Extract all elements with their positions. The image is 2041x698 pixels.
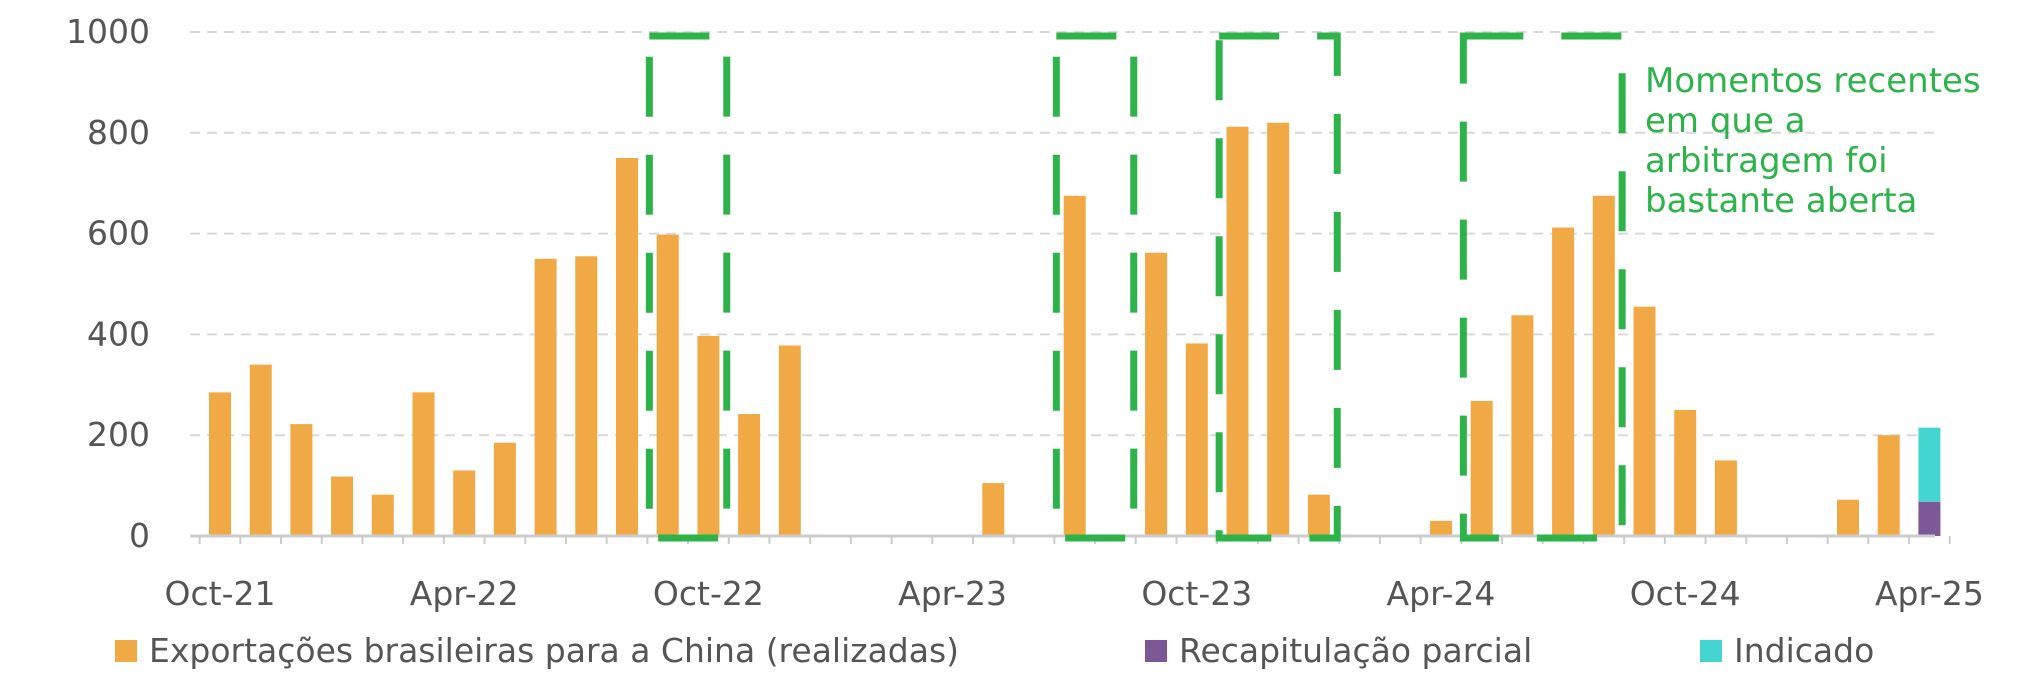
bar-feb-22-series-0 (371, 494, 394, 536)
bar-dec-21-series-0 (290, 424, 313, 536)
bar-may-22-series-0 (493, 442, 516, 536)
bar-dec-22-series-0 (778, 345, 801, 536)
bars-layer (209, 122, 1941, 537)
x-tick-label: Apr-25 (1875, 574, 1984, 613)
bar-feb-25-series-0 (1837, 499, 1859, 536)
bar-nov-23-series-0 (1226, 126, 1249, 536)
y-tick-label: 400 (87, 314, 150, 353)
highlight-box (1215, 32, 1341, 542)
y-tick-label: 0 (129, 516, 150, 555)
highlight-box (1052, 32, 1138, 542)
bar-mar-25-series-0 (1877, 435, 1900, 536)
x-tick-label: Apr-24 (1387, 574, 1496, 613)
bar-aug-24-series-0 (1592, 195, 1615, 537)
bar-sep-23-series-0 (1145, 252, 1168, 536)
bar-jun-22-series-0 (534, 258, 557, 536)
bar-sep-24-series-0 (1633, 306, 1656, 536)
y-tick-label: 800 (87, 113, 150, 152)
bar-oct-21-series-0 (209, 392, 231, 536)
bar-sep-22-series-0 (656, 234, 679, 536)
legend-label: Indicado (1734, 631, 1874, 670)
x-tick-label: Apr-23 (898, 574, 1007, 613)
bar-jun-24-series-0 (1511, 315, 1534, 536)
x-tick-label: Apr-22 (410, 574, 519, 613)
bar-jan-22-series-0 (331, 476, 354, 536)
bar-apr-24-series-0 (1430, 520, 1452, 536)
legend-swatch (115, 640, 137, 662)
bar-nov-22-series-0 (738, 414, 761, 536)
bar-jul-22-series-0 (575, 256, 598, 536)
highlight-box (645, 32, 731, 542)
bar-jan-24-series-0 (1307, 494, 1330, 536)
bar-mar-22-series-0 (412, 392, 435, 536)
bar-aug-22-series-0 (616, 158, 638, 536)
x-tick-label: Oct-24 (1630, 574, 1741, 613)
bar-apr-22-series-0 (453, 470, 476, 536)
axis-layer: 0 200 400 600 800 1000 Oct-21 Apr-22 Oct-22 Apr-2… (66, 12, 1984, 613)
bar-apr-25-series-2 (1918, 427, 1941, 502)
bar-apr-25-series-1 (1918, 501, 1941, 536)
legend-label: Exportações brasileiras para a China (re… (149, 631, 959, 670)
legend-swatch (1145, 640, 1167, 662)
annotation-line: bastante aberta (1645, 181, 1917, 221)
bar-oct-23-series-0 (1185, 343, 1208, 536)
x-tick-label: Oct-22 (653, 574, 764, 613)
bar-may-23-series-0 (982, 483, 1005, 536)
bar-jul-24-series-0 (1552, 227, 1575, 536)
bar-nov-21-series-0 (249, 364, 272, 536)
bar-oct-24-series-0 (1674, 410, 1697, 536)
bar-may-24-series-0 (1470, 400, 1493, 536)
y-tick-label: 600 (87, 214, 150, 253)
x-tick-label: Oct-21 (165, 574, 276, 613)
annotation-line: Momentos recentes (1645, 61, 1981, 101)
highlight-box (1459, 32, 1626, 542)
bar-nov-24-series-0 (1714, 460, 1737, 536)
legend-swatch (1700, 640, 1722, 662)
y-tick-label: 1000 (66, 12, 150, 51)
annotation-line: em que a (1645, 101, 1806, 141)
legend-layer: Exportações brasileiras para a China (re… (115, 631, 1874, 670)
annotation-line: arbitragem foi (1645, 141, 1888, 181)
legend-label: Recapitulação parcial (1179, 631, 1532, 670)
bar-jul-23-series-0 (1063, 195, 1086, 537)
bar-dec-23-series-0 (1267, 122, 1290, 536)
y-tick-label: 200 (87, 415, 150, 454)
highlight-layer (645, 32, 1626, 542)
x-tick-label: Oct-23 (1141, 574, 1252, 613)
bar-oct-22-series-0 (697, 335, 720, 536)
